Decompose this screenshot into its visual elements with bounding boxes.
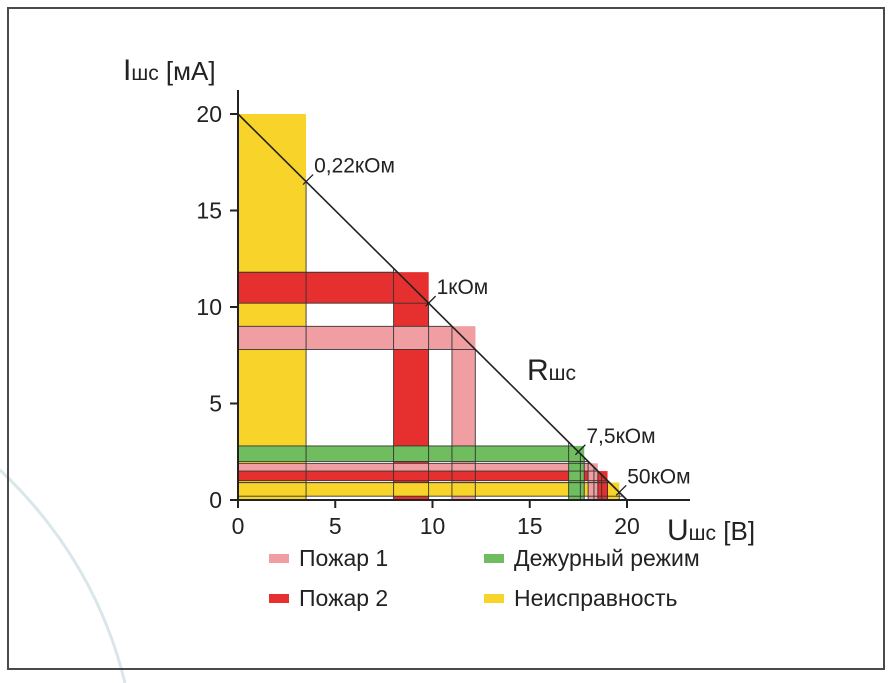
legend-label-standby: Дежурный режим	[514, 545, 700, 571]
resistance-label: 1кОм	[437, 276, 489, 299]
region-fire1-6	[238, 463, 594, 472]
y-tick-label: 0	[209, 487, 222, 513]
region-fire2-3	[238, 272, 429, 304]
legend-swatch-fire2	[269, 594, 289, 603]
load-line-label: Rшс	[527, 354, 576, 387]
resistance-label: 7,5кОм	[586, 425, 655, 448]
resistance-tick	[615, 484, 627, 496]
mode-regions	[238, 114, 620, 500]
x-axis-label: Uшс [В]	[667, 514, 755, 547]
region-fault-12	[607, 482, 620, 500]
resistance-label: 0,22кОм	[314, 155, 395, 178]
legend-swatch-standby	[484, 554, 504, 563]
region-fire2-7	[238, 471, 602, 481]
y-axis-label: Iшс [мА]	[123, 54, 216, 87]
legend-label-fire2: Пожар 2	[299, 585, 388, 611]
region-fault-0	[238, 114, 307, 500]
x-tick-label: 5	[329, 513, 342, 539]
legend-swatch-fire1	[269, 554, 289, 563]
region-fire1-10	[588, 463, 598, 500]
axis-ticks: 0 5 10 15 20 0 5 10 15 20	[196, 101, 639, 539]
y-tick-label: 10	[196, 294, 222, 320]
y-tick-label: 5	[209, 391, 222, 417]
x-tick-label: 0	[232, 513, 245, 539]
legend-swatch-fault	[484, 594, 504, 603]
y-tick-label: 15	[196, 198, 222, 224]
resistance-tick	[574, 444, 586, 456]
resistance-marks: 0,22кОм 1кОм 7,5кОм 50кОм	[302, 155, 691, 496]
region-gridlines	[238, 181, 624, 500]
x-tick-label: 15	[517, 513, 543, 539]
region-fire2-11	[597, 471, 608, 500]
region-standby-5	[238, 445, 581, 462]
resistance-tick	[302, 174, 314, 186]
region-fire2-1	[393, 272, 429, 500]
legend-label-fire1: Пожар 1	[299, 545, 388, 571]
resistance-label: 50кОм	[627, 465, 690, 488]
resistance-tick	[425, 295, 437, 307]
legend-label-fault: Неисправность	[514, 585, 678, 611]
y-tick-label: 20	[196, 101, 222, 127]
chart-frame	[7, 7, 885, 670]
x-tick-label: 20	[614, 513, 640, 539]
region-fire1-4	[238, 326, 476, 350]
legend: Пожар 1 Пожар 2 Дежурный режим Неисправност…	[269, 545, 700, 611]
load-line	[237, 113, 628, 501]
x-tick-label: 10	[420, 513, 446, 539]
